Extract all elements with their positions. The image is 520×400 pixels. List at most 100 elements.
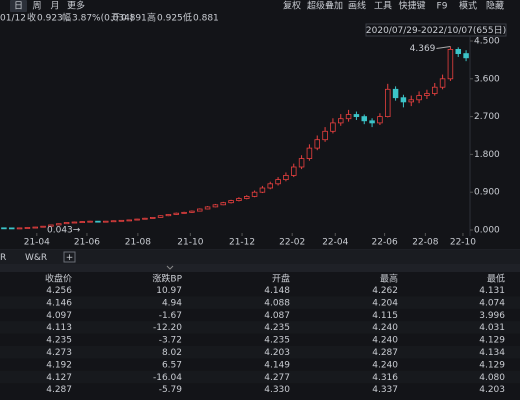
candle-body: [212, 204, 219, 208]
candle-body: [103, 220, 109, 223]
candle-body: [314, 139, 320, 149]
candle-body: [157, 215, 164, 218]
period-tab[interactable]: 更多: [67, 0, 85, 12]
candle-body: [236, 198, 242, 201]
candle-body: [251, 191, 258, 197]
cell: 4.129: [479, 336, 505, 346]
cell: 4.129: [479, 360, 505, 370]
period-tab[interactable]: 月: [50, 1, 59, 12]
x-tick-label: 21-10: [177, 238, 203, 248]
max-label: 4.369: [410, 44, 436, 54]
candle-body: [56, 223, 62, 226]
candle-body: [181, 211, 187, 214]
chevron: [166, 265, 174, 270]
candle-body: [447, 49, 454, 80]
candle-body: [463, 53, 469, 59]
cell: 4.235: [264, 323, 290, 333]
candle-body: [79, 221, 86, 224]
candle-body: [416, 95, 422, 101]
tool-button[interactable]: 超级叠加: [307, 0, 343, 12]
cell: 6.57: [162, 360, 182, 370]
candle-body: [220, 202, 226, 206]
tool-button[interactable]: 画线: [348, 0, 366, 12]
cell: 4.146: [46, 298, 72, 308]
tool-button[interactable]: 隐藏: [486, 0, 504, 12]
indicator-tab[interactable]: W&R: [25, 253, 47, 263]
candle-body: [149, 216, 156, 219]
cell: 4.115: [372, 311, 398, 321]
tool-button[interactable]: 工具: [374, 1, 392, 12]
tool-button[interactable]: 快捷键: [398, 0, 425, 12]
cell: -1.67: [159, 311, 182, 321]
cell: -3.72: [159, 336, 182, 346]
quote-label: 高: [147, 12, 156, 24]
cell: 4.240: [372, 336, 398, 346]
candle-body: [455, 49, 461, 55]
quote-label: 收: [27, 12, 36, 24]
y-tick-label: 3.600: [474, 74, 500, 84]
cell: 4.097: [46, 311, 72, 321]
cell: 4.240: [372, 323, 398, 333]
quote-date: 01/12: [0, 14, 26, 24]
tool-button[interactable]: 复权: [283, 0, 301, 12]
column-header: 开盘: [272, 273, 290, 285]
candle-body: [408, 99, 414, 103]
cell: 4.262: [372, 286, 398, 296]
tab-bar: [0, 250, 520, 264]
candle-body: [259, 187, 266, 193]
cell: 8.02: [162, 348, 182, 358]
row-bg: [0, 296, 520, 309]
cell: 4.287: [46, 385, 72, 395]
tool-button[interactable]: 模式: [459, 0, 477, 12]
cell: 4.235: [46, 336, 72, 346]
add-tab[interactable]: [63, 251, 76, 263]
candle-body: [32, 226, 39, 229]
cell: 4.277: [264, 373, 290, 383]
candle-body: [322, 130, 328, 141]
candle-body: [243, 195, 250, 199]
candle-body: [377, 116, 383, 124]
candle-body: [87, 220, 93, 223]
candle-body: [173, 212, 179, 215]
y-tick-label: 0.000: [474, 226, 500, 236]
add-tab-icon: +: [66, 253, 74, 263]
candle-body: [71, 221, 78, 224]
quote-value: 0.925: [157, 14, 183, 24]
candle-body: [204, 206, 211, 210]
period-tab[interactable]: 周: [32, 1, 41, 12]
cell: 4.031: [479, 323, 505, 333]
candle-body: [345, 114, 352, 120]
period-tab[interactable]: 日: [14, 1, 23, 12]
range-label: 2020/07/29-2022/10/07(655日): [366, 25, 506, 36]
indicator-tab[interactable]: R: [0, 253, 6, 263]
y-tick-label: 4.500: [474, 37, 500, 47]
row-bg: [0, 346, 520, 359]
x-tick-label: 22-02: [279, 238, 305, 248]
y-tick-label: 1.800: [474, 150, 500, 160]
cell: 4.240: [372, 360, 398, 370]
x-tick-label: 22-06: [372, 238, 398, 248]
candle-body: [118, 219, 125, 222]
range-box: [365, 23, 507, 37]
cell: 4.087: [264, 311, 290, 321]
cell: -12.20: [153, 323, 182, 333]
active-tab-bg: [10, 0, 27, 12]
x-tick-label: 22-04: [322, 238, 348, 248]
splitter[interactable]: [0, 264, 520, 272]
cell: 4.113: [46, 323, 72, 333]
quote-value: 3.87%(0.034): [72, 14, 133, 24]
column-header: 涨跌BP: [152, 274, 182, 285]
candle-body: [24, 227, 31, 229]
cell: 10.97: [156, 286, 182, 296]
quote-value: 0.923: [37, 14, 63, 24]
candle-body: [48, 224, 54, 227]
candle-body: [134, 218, 140, 221]
tool-button[interactable]: F9: [437, 2, 448, 12]
cell: 4.192: [46, 360, 72, 370]
cell: 4.94: [162, 298, 182, 308]
cell: 4.131: [479, 286, 505, 296]
candle-body: [283, 174, 289, 180]
y-tick-label: 2.700: [474, 112, 500, 122]
candle-body: [298, 158, 305, 168]
